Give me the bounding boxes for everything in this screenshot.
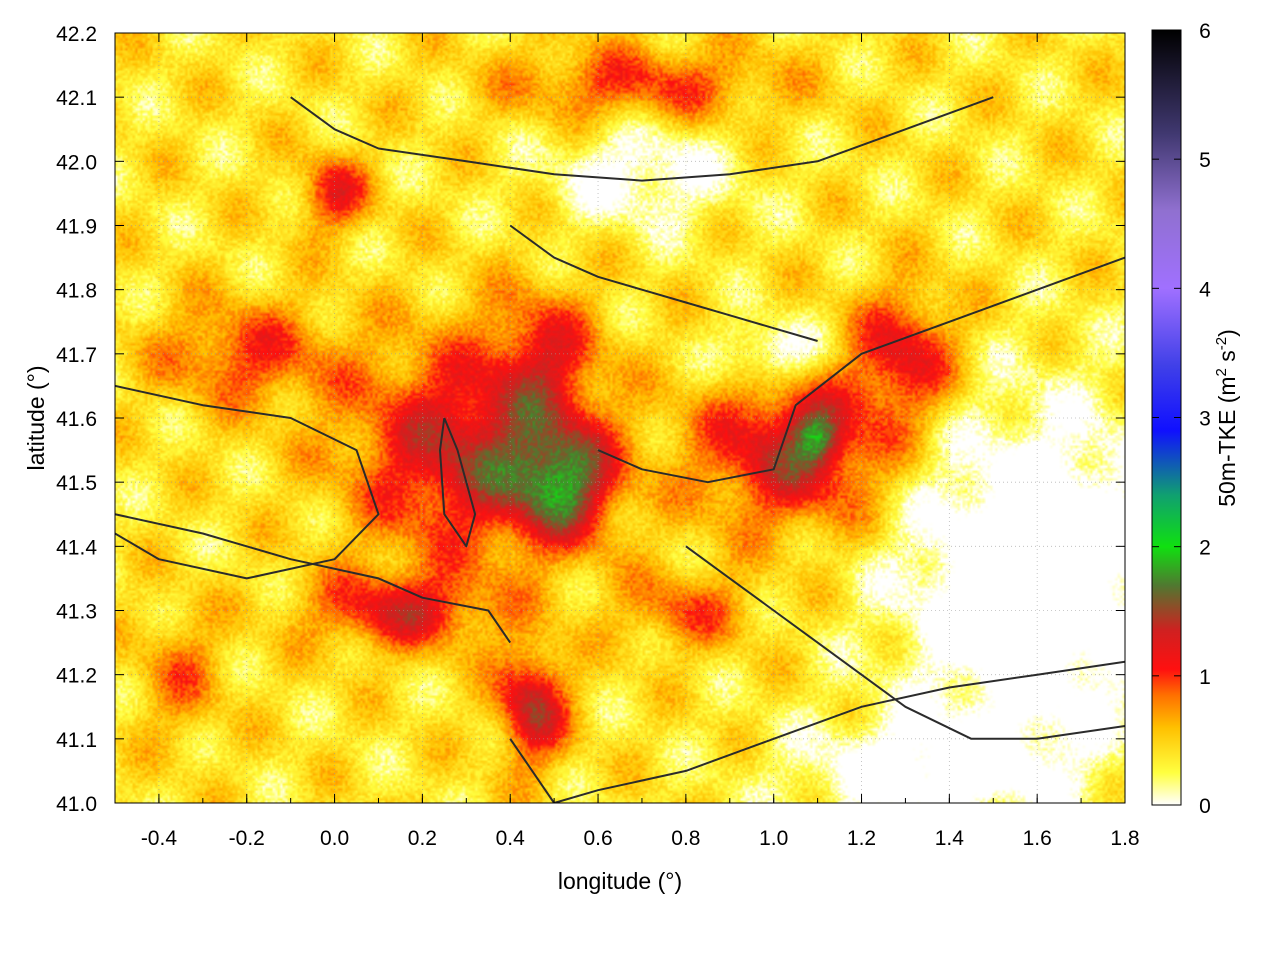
colorbar-tick-label: 5 <box>1199 149 1211 172</box>
x-tick-label: 1.4 <box>935 827 965 850</box>
x-axis-label: longitude (°) <box>558 868 682 894</box>
colorbar-label-end: ) <box>1214 329 1240 337</box>
x-tick-label: 0.8 <box>671 827 700 850</box>
colorbar-tick-label: 0 <box>1199 795 1211 818</box>
y-tick-label: 41.9 <box>56 216 97 239</box>
contour-3 <box>509 224 818 342</box>
x-tick-label: 1.6 <box>1023 827 1052 850</box>
x-axis: -0.4 -0.2 0.0 0.2 0.4 0.6 0.8 1.0 1.2 1.4 1.6 1.8 <box>114 33 1140 850</box>
y-tick-label: 42.1 <box>56 87 97 110</box>
contour-8 <box>685 545 1125 740</box>
colorbar-label-sup2: -2 <box>1213 337 1230 350</box>
y-tick-label: 41.1 <box>56 729 97 752</box>
colorbar-label-main: 50m-TKE (m <box>1214 376 1240 506</box>
x-tick-label: -0.4 <box>141 827 178 850</box>
colorbar-tick-label: 2 <box>1199 537 1211 560</box>
contour-5 <box>509 660 1125 803</box>
y-tick-label: 41.5 <box>56 472 97 495</box>
colorbar-ticks: 0 1 2 3 4 5 6 <box>1152 20 1211 818</box>
y-tick-label: 41.4 <box>56 536 97 559</box>
y-axis-label: latitude (°) <box>23 365 49 470</box>
x-tick-label: 0.6 <box>583 827 612 850</box>
grid-lines <box>115 33 1125 803</box>
colorbar-label-sup1: 2 <box>1213 368 1230 376</box>
x-tick-label: 1.0 <box>759 827 788 850</box>
y-tick-label: 41.7 <box>56 344 97 367</box>
y-tick-label: 41.6 <box>56 408 97 431</box>
x-tick-label: 1.8 <box>1110 827 1139 850</box>
x-tick-label: 0.2 <box>408 827 437 850</box>
x-tick-label: 1.2 <box>847 827 876 850</box>
contour-2 <box>439 417 477 548</box>
colorbar-tick-label: 6 <box>1199 20 1211 43</box>
contour-lines <box>115 96 1125 803</box>
colorbar-tick-label: 4 <box>1199 278 1211 301</box>
contour-4 <box>597 256 1125 484</box>
contour-6 <box>115 384 380 580</box>
colorbar-tick-label: 3 <box>1199 408 1211 431</box>
y-axis: 41.0 41.1 41.2 41.3 41.4 41.5 41.6 41.7 41.8 41.9… <box>56 23 1125 816</box>
colorbar-label: 50m-TKE (m2 s-2) <box>1213 329 1240 507</box>
plot-area: -0.4 -0.2 0.0 0.2 0.4 0.6 0.8 1.0 1.2 1.4 1.6 1.8 4… <box>56 23 1139 850</box>
y-tick-label: 42.0 <box>56 151 97 174</box>
contour-1 <box>115 513 512 644</box>
x-tick-label: 0.4 <box>496 827 526 850</box>
y-tick-label: 41.0 <box>56 793 97 816</box>
y-tick-label: 41.3 <box>56 601 97 624</box>
x-tick-label: 0.0 <box>320 827 349 850</box>
colorbar-label-mid: s <box>1214 350 1240 368</box>
x-tick-label: -0.2 <box>229 827 265 850</box>
y-tick-label: 41.2 <box>56 665 97 688</box>
contour-7 <box>290 96 994 182</box>
y-tick-label: 41.8 <box>56 280 97 303</box>
colorbar-tick-label: 1 <box>1199 666 1211 689</box>
y-tick-label: 42.2 <box>56 23 97 46</box>
